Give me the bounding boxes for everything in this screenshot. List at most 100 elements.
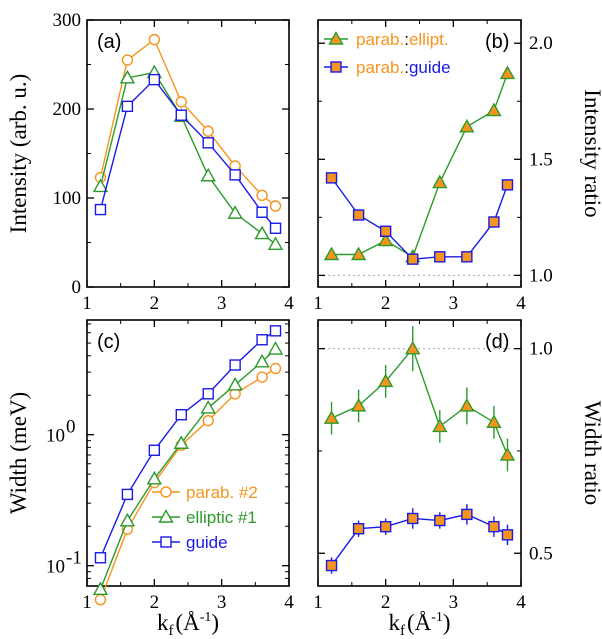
x-tick-label: 2 xyxy=(150,293,160,314)
legend-marker xyxy=(160,536,172,548)
x-label-k: k xyxy=(388,610,400,635)
panel-label: (c) xyxy=(97,331,120,353)
data-point xyxy=(121,54,134,66)
panel-b: 1 2 3 41.0 1.5 2.0 Intensity ratio (b) parab.:el… xyxy=(313,19,602,314)
data-point xyxy=(256,206,268,218)
data-point xyxy=(175,96,187,108)
x-tick-label: 1 xyxy=(313,592,323,613)
data-point xyxy=(432,418,448,433)
data-point xyxy=(229,359,241,371)
x-tick-label: 2 xyxy=(381,293,391,314)
y-axis-label: Width (meV) xyxy=(6,392,31,514)
data-point xyxy=(267,341,284,355)
data-point xyxy=(202,414,214,427)
series-line xyxy=(99,71,276,245)
y-tick-label: 300 xyxy=(53,10,82,31)
x-tick-label: 2 xyxy=(381,592,391,613)
legend-sep: : xyxy=(404,58,409,77)
y-tick-label: 200 xyxy=(53,99,82,120)
data-point xyxy=(350,246,367,261)
data-point xyxy=(486,414,502,429)
series-elliptic-1 xyxy=(92,341,284,596)
y-tick-label: 1.0 xyxy=(529,339,553,360)
data-point xyxy=(325,559,338,572)
x-tick-label: 4 xyxy=(516,293,526,314)
data-point xyxy=(499,65,516,80)
data-point xyxy=(499,447,516,461)
x-label-open: (Å xyxy=(175,610,200,635)
x-label-sup: -1 xyxy=(431,610,443,625)
data-point xyxy=(148,33,161,46)
legend-label: parab. #2 xyxy=(186,483,258,502)
data-point xyxy=(202,388,214,400)
x-tick-label: 4 xyxy=(284,293,294,314)
x-label-close: ) xyxy=(211,610,219,635)
data-point xyxy=(379,225,392,237)
y-axis-label: Intensity ratio xyxy=(580,89,602,217)
data-point xyxy=(461,251,473,263)
legend-label: elliptic #1 xyxy=(186,508,257,527)
data-point xyxy=(488,216,500,228)
y-tick-label: 0.5 xyxy=(529,543,553,564)
data-point xyxy=(254,225,270,240)
data-point xyxy=(229,169,241,181)
x-label-sub: f xyxy=(168,623,173,639)
series-line xyxy=(331,73,509,258)
y-axis-label: Intensity (arb. u.) xyxy=(6,74,31,234)
data-point xyxy=(94,552,107,564)
panel-label: (b) xyxy=(485,31,509,53)
data-point xyxy=(407,512,419,525)
data-point xyxy=(173,435,189,449)
x-label-sub: f xyxy=(400,623,405,639)
x-tick-label: 4 xyxy=(516,592,526,613)
x-label-sup: -1 xyxy=(200,610,212,625)
data-point xyxy=(200,167,216,182)
x-tick-label: 3 xyxy=(449,592,459,613)
x-tick-label: 2 xyxy=(150,592,160,613)
legend-marker xyxy=(158,509,174,523)
data-point xyxy=(461,508,473,521)
legend-label: parab.:ellipt. xyxy=(356,30,449,49)
y-tick-label: 1.5 xyxy=(529,149,553,170)
data-point xyxy=(227,205,243,219)
panel-a: 1 2 3 4 0 100 200 300 Intensity (arb. u.) (a) xyxy=(6,10,294,314)
y-tick-label: 100 xyxy=(53,188,82,209)
data-point xyxy=(501,529,514,541)
panel-d: 1 2 3 4 0.5 1.0 Width ratio kf(Å-1) (d) xyxy=(313,319,602,639)
legend-left: parab. xyxy=(356,30,404,49)
legend-right: guide xyxy=(409,58,451,77)
data-point xyxy=(352,523,365,535)
data-point xyxy=(92,581,109,596)
data-point xyxy=(269,362,282,375)
data-point xyxy=(148,444,161,456)
legend: parab. #2 elliptic #1 guide xyxy=(152,483,258,552)
data-point xyxy=(434,251,446,263)
x-tick-label: 3 xyxy=(449,293,459,314)
data-point xyxy=(121,488,134,501)
data-point xyxy=(434,514,446,527)
data-point xyxy=(488,520,500,533)
legend-right: ellipt. xyxy=(409,30,449,49)
data-point xyxy=(377,373,394,388)
data-point xyxy=(202,125,214,137)
data-point xyxy=(256,334,268,346)
data-point xyxy=(119,69,136,84)
x-tick-label: 1 xyxy=(82,293,92,314)
legend: parab.:ellipt.parab.:guide xyxy=(324,30,451,77)
data-point xyxy=(486,102,502,117)
data-point xyxy=(175,409,187,421)
data-point xyxy=(501,179,514,191)
x-label-k: k xyxy=(157,610,169,635)
data-point xyxy=(459,398,475,412)
data-point xyxy=(325,172,338,184)
data-point xyxy=(94,594,107,606)
series-guide xyxy=(94,73,282,234)
series-parab-guide xyxy=(325,504,514,574)
plot-frame xyxy=(86,19,290,288)
series-elliptic-1 xyxy=(92,64,284,250)
legend-sep: : xyxy=(404,30,409,49)
data-point xyxy=(175,109,187,121)
data-point xyxy=(227,376,243,391)
